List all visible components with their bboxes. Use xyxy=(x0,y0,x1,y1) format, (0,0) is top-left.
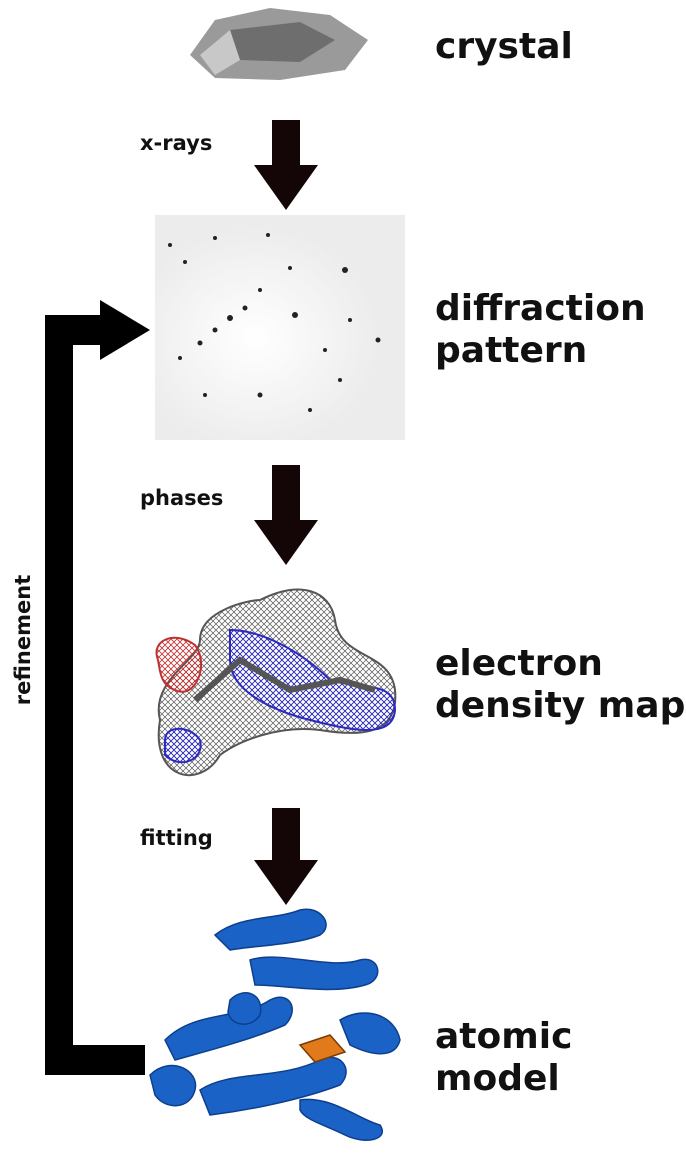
node-label: crystal xyxy=(435,26,573,67)
refinement-arrow xyxy=(45,300,150,1075)
crystal-image xyxy=(190,8,368,80)
diagram: crystal diffraction pattern electron den… xyxy=(0,0,686,1155)
diffraction-image xyxy=(155,215,405,440)
node-label: model xyxy=(435,1058,560,1099)
node-label: atomic xyxy=(435,1016,572,1057)
feedback-label: refinement xyxy=(11,575,35,705)
edge-label: x-rays xyxy=(140,131,212,155)
node-label: density map xyxy=(435,685,685,726)
edge-label: fitting xyxy=(140,826,213,850)
density-map-image xyxy=(156,590,395,776)
node-label: pattern xyxy=(435,330,587,371)
edge-label: phases xyxy=(140,486,223,510)
atomic-model-image xyxy=(150,909,400,1140)
node-label: diffraction xyxy=(435,288,646,329)
node-label: electron xyxy=(435,643,603,684)
